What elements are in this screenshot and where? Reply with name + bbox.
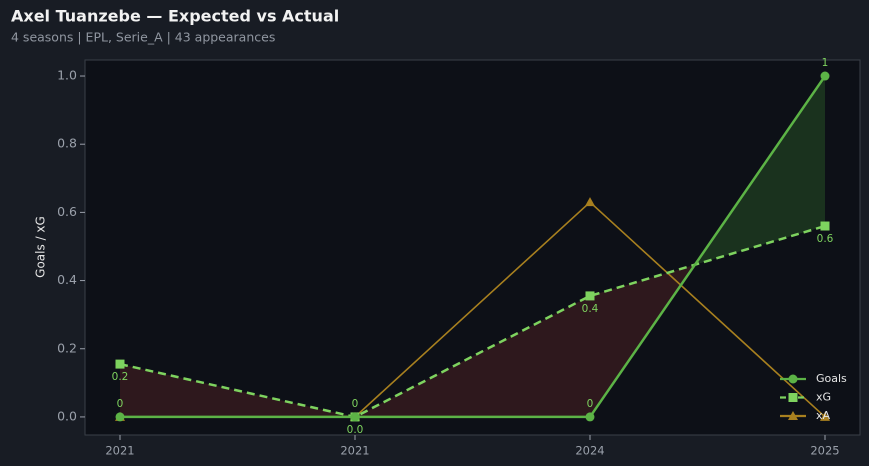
data-label: 0 — [117, 398, 124, 410]
legend-label: xG — [816, 391, 831, 404]
legend-label: xA — [816, 409, 831, 422]
data-label: 0.4 — [582, 303, 599, 315]
point — [585, 412, 595, 422]
y-tick-label: 0.2 — [57, 340, 77, 355]
point — [820, 71, 830, 81]
y-axis-label: Goals / xG — [34, 216, 48, 278]
data-label: 1 — [822, 57, 829, 69]
legend-marker — [788, 393, 798, 402]
point — [350, 412, 360, 422]
y-tick-label: 0.4 — [57, 272, 77, 287]
point — [820, 221, 830, 231]
point — [115, 359, 125, 369]
point — [585, 291, 595, 301]
x-tick-label: 2021 — [340, 444, 369, 458]
data-label: 0 — [352, 398, 359, 410]
point — [585, 197, 595, 207]
plot-area — [84, 59, 861, 436]
x-tick-label: 2025 — [810, 444, 839, 458]
y-tick-label: 1.0 — [57, 68, 77, 83]
legend-marker — [788, 374, 798, 384]
data-label: 0 — [587, 398, 594, 410]
point — [115, 412, 125, 422]
data-label: 0.2 — [112, 371, 129, 383]
legend-marker — [788, 411, 798, 420]
x-tick-label: 2021 — [105, 444, 134, 458]
series-line — [120, 75, 827, 419]
y-tick-label: 0.0 — [57, 408, 77, 423]
chart-subtitle: 4 seasons | EPL, Serie_A | 43 appearance… — [11, 30, 275, 45]
y-tick-label: 0.6 — [57, 204, 77, 219]
point — [820, 411, 830, 421]
x-tick-label: 2024 — [575, 444, 604, 458]
chart-title: Axel Tuanzebe — Expected vs Actual — [11, 7, 339, 26]
data-label: 0.6 — [817, 233, 834, 245]
y-tick-label: 0.8 — [57, 136, 77, 151]
series-line — [119, 224, 826, 419]
legend-label: Goals — [816, 372, 847, 385]
gap-area — [120, 364, 355, 417]
data-label: 0.0 — [347, 424, 364, 436]
